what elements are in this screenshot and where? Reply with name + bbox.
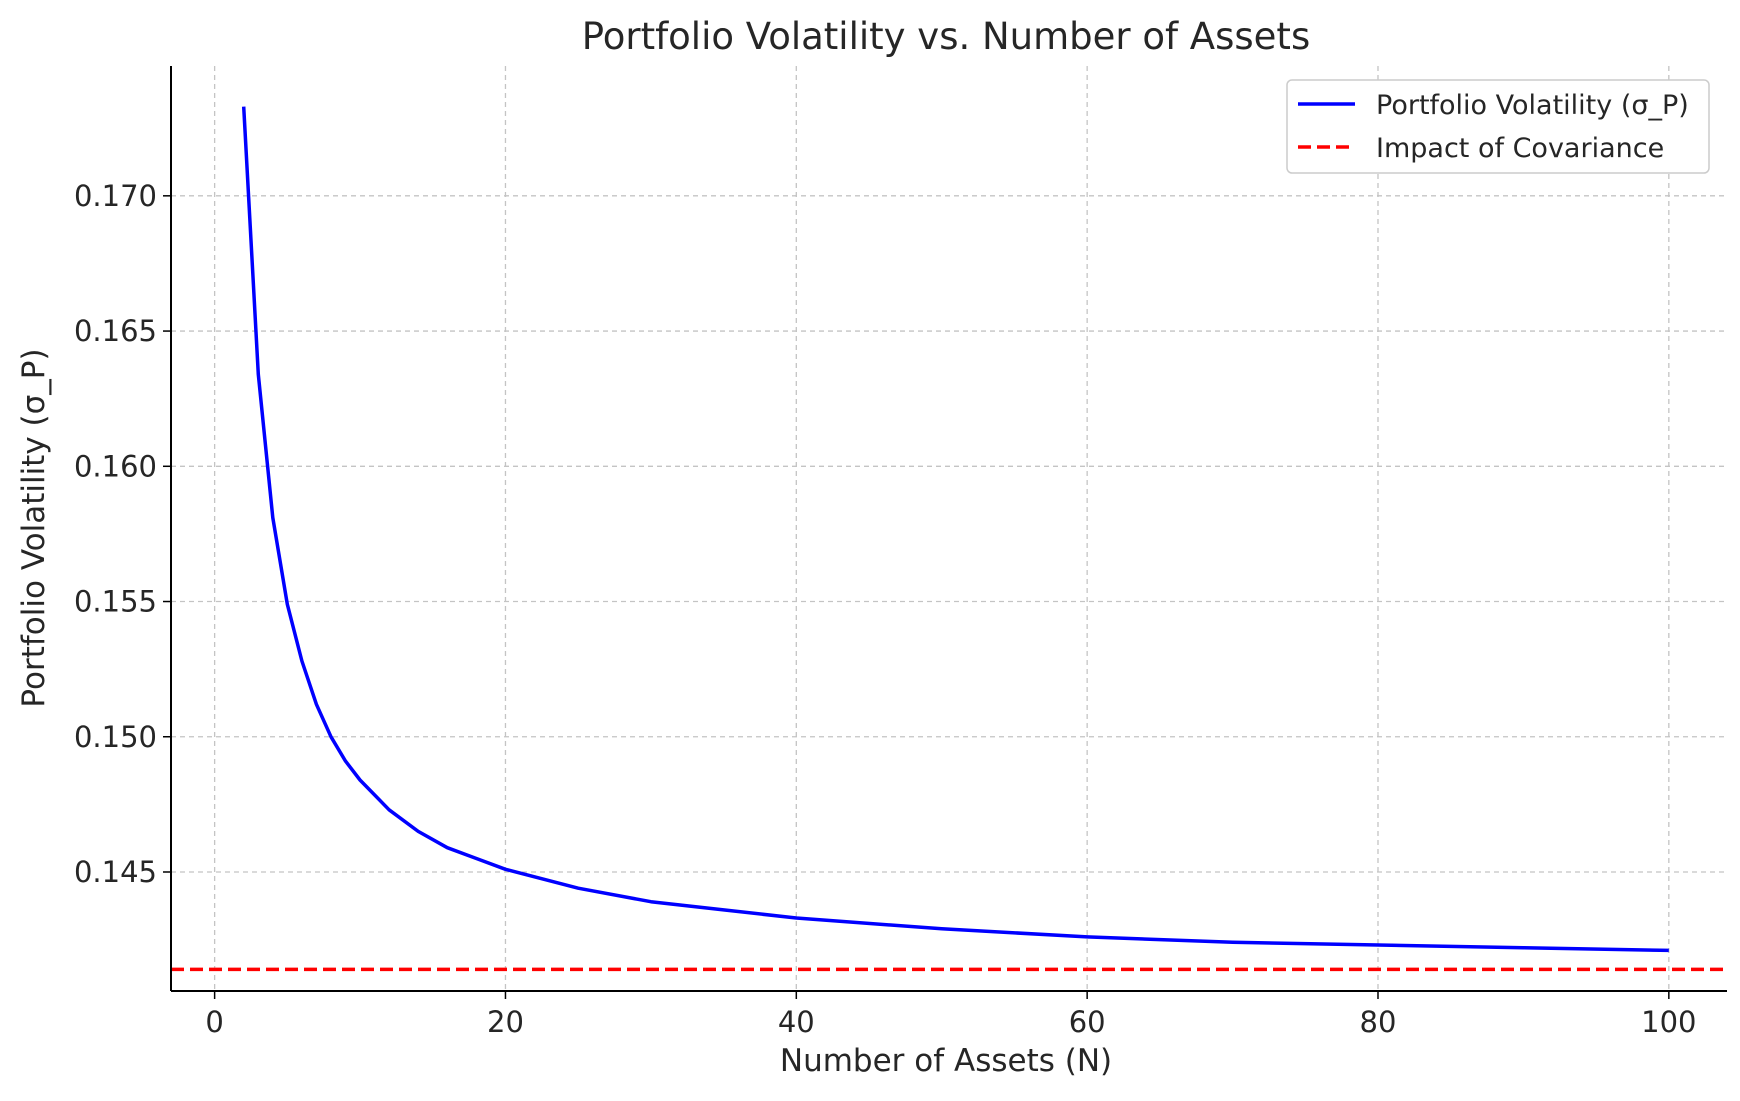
y-axis-ticks: 0.145 0.150 0.155 0.160 0.165 0.170	[74, 179, 171, 889]
x-tick-label: 40	[778, 1005, 815, 1039]
grid	[171, 66, 1727, 991]
legend: Portfolio Volatility (σ_P) Impact of Cov…	[1286, 79, 1710, 174]
plot-area	[171, 106, 1727, 972]
y-tick-label: 0.145	[74, 855, 157, 889]
legend-box	[1286, 79, 1710, 174]
legend-label-volatility: Portfolio Volatility (σ_P)	[1376, 90, 1689, 121]
y-axis-label: Portfolio Volatility (σ_P)	[16, 348, 52, 707]
x-axis-label: Number of Assets (N)	[780, 1043, 1112, 1079]
y-tick-label: 0.160	[74, 449, 157, 483]
y-tick-label: 0.165	[74, 314, 157, 348]
y-tick-label: 0.150	[74, 720, 157, 754]
y-tick-label: 0.170	[74, 179, 157, 213]
volatility-series-line	[241, 106, 1669, 953]
x-tick-label: 20	[487, 1005, 524, 1039]
y-tick-label: 0.155	[74, 585, 157, 619]
x-tick-label: 100	[1641, 1005, 1696, 1039]
x-tick-label: 0	[205, 1005, 223, 1039]
x-tick-label: 80	[1360, 1005, 1397, 1039]
x-tick-label: 60	[1069, 1005, 1106, 1039]
chart-title: Portfolio Volatility vs. Number of Asset…	[582, 15, 1310, 58]
legend-label-covariance: Impact of Covariance	[1376, 133, 1664, 164]
x-axis-ticks: 0 20 40 60 80 100	[205, 991, 1697, 1039]
